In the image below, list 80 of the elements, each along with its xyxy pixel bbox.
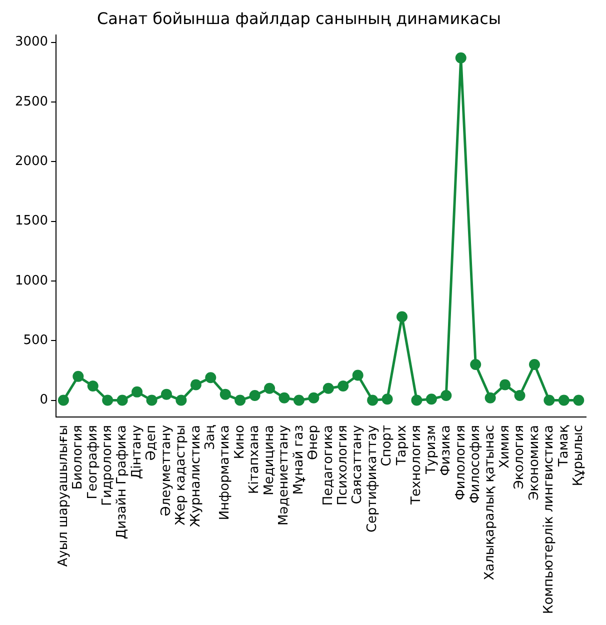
x-tick-label: Мұнай газ <box>291 424 306 495</box>
x-tick-label: Өнер <box>306 424 322 460</box>
x-tick-label: Педагогика <box>320 424 336 506</box>
point <box>411 394 422 406</box>
point <box>293 394 304 406</box>
point <box>146 394 158 406</box>
point <box>176 394 187 406</box>
point <box>382 394 393 405</box>
point <box>544 394 555 406</box>
x-tick-label: Ауыл шаруашылығы <box>56 424 71 567</box>
x-tick-label: Кітапхана <box>247 424 262 494</box>
point <box>322 382 334 394</box>
x-tick-label: Заң <box>203 424 218 450</box>
x-tick-label: Экономика <box>526 424 542 500</box>
x-tick-label: Психология <box>335 424 350 506</box>
x-tick-label: Химия <box>497 424 512 468</box>
y-tick-label: 0 <box>40 392 48 408</box>
x-tick-label: Журналистика <box>188 424 204 528</box>
point <box>160 388 172 400</box>
x-tick-label: Тамақ <box>556 424 572 468</box>
point <box>484 392 496 404</box>
y-tick-label: 2500 <box>14 94 48 110</box>
x-tick-label: Филология <box>453 424 468 500</box>
point <box>455 52 466 64</box>
point <box>249 390 260 402</box>
point <box>220 388 231 400</box>
point <box>205 372 216 384</box>
x-tick-label: Тарих <box>394 424 410 466</box>
y-tick-label: 1500 <box>14 214 48 229</box>
x-tick-label: Дінтану <box>129 424 144 479</box>
point <box>87 380 98 392</box>
x-tick-label: Жер кадастры <box>174 424 189 526</box>
point <box>132 386 143 398</box>
x-tick-label: Экология <box>512 424 528 490</box>
point <box>573 394 584 406</box>
point <box>528 358 540 370</box>
x-tick-label: Туризм <box>424 424 439 476</box>
x-tick-label: География <box>85 424 100 500</box>
point <box>308 392 320 404</box>
point <box>440 390 452 402</box>
y-tick-label: 1000 <box>14 273 48 288</box>
point <box>396 311 408 322</box>
point <box>116 394 128 406</box>
y-tick-label: 500 <box>23 333 48 348</box>
point <box>500 379 511 390</box>
point <box>338 380 349 392</box>
x-tick-label: Физика <box>438 424 454 476</box>
x-tick-label: Спорт <box>380 424 395 466</box>
x-tick-label: Мәдениеттану <box>276 424 292 526</box>
point <box>264 382 276 394</box>
point <box>558 394 570 406</box>
point <box>352 370 364 381</box>
point <box>514 390 526 402</box>
point <box>102 394 114 406</box>
x-tick-label: Сертификаттау <box>364 424 380 533</box>
x-tick-label: Биология <box>70 424 86 490</box>
point <box>470 358 482 370</box>
point <box>58 394 69 406</box>
y-tick-label: 2000 <box>14 154 48 170</box>
point <box>234 394 246 406</box>
x-tick-label: Гидрология <box>100 424 115 506</box>
x-tick-label: Кино <box>232 424 248 460</box>
x-tick-label: Медицина <box>262 424 277 496</box>
x-tick-label: Құрылыс <box>571 424 586 486</box>
x-tick-label: Дизайн Графика <box>114 424 130 540</box>
point <box>367 394 378 406</box>
chart-title: Санат бойынша файлдар санының динамикасы <box>96 8 502 28</box>
point <box>190 379 202 390</box>
x-tick-label: Әдеп <box>144 424 160 461</box>
x-tick-label: Технология <box>409 424 424 506</box>
x-tick-label: Философия <box>468 424 483 504</box>
x-tick-label: Информатика <box>218 424 233 520</box>
point <box>278 392 290 404</box>
x-tick-label: Компьютерлік лингвистика <box>542 424 557 614</box>
x-tick-label: Әлеуметтану <box>158 424 174 516</box>
x-tick-label: Саясаттану <box>350 424 366 504</box>
x-tick-label: Халықаралық қатынас <box>482 424 498 580</box>
point <box>72 370 84 382</box>
point <box>426 394 437 405</box>
y-tick-label: 3000 <box>14 34 48 50</box>
